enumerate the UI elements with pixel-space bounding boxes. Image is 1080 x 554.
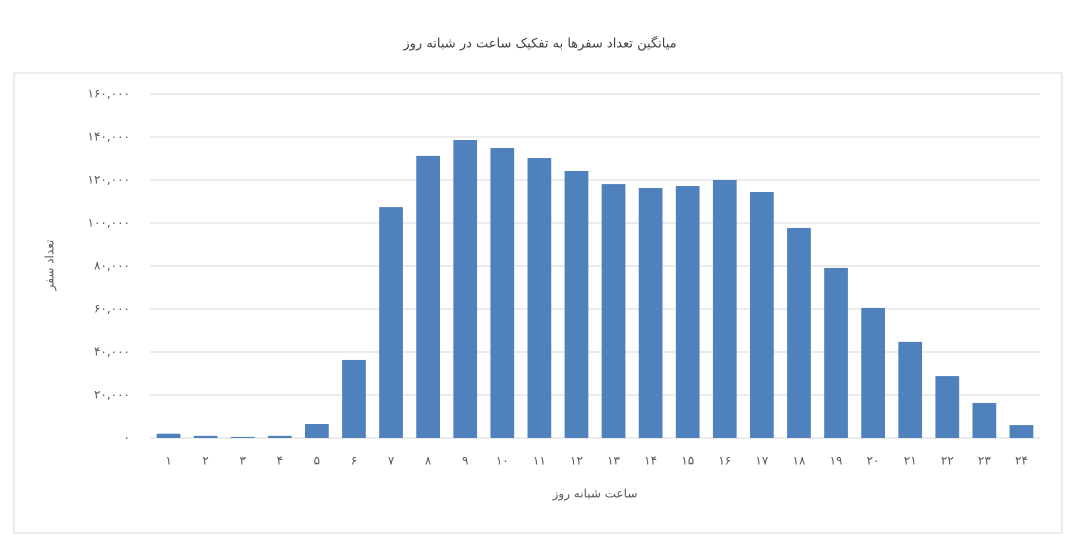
y-tick-label: ۱۴۰,۰۰۰ xyxy=(88,130,131,144)
y-tick-label: ۱۲۰,۰۰۰ xyxy=(88,173,131,187)
y-tick-label: ۴۰,۰۰۰ xyxy=(94,345,130,359)
x-tick-label: ۲۰ xyxy=(867,454,880,468)
x-tick-label: ۸ xyxy=(425,454,432,468)
bar xyxy=(675,186,700,438)
x-tick-label: ۲ xyxy=(202,454,208,468)
x-tick-label: ۴ xyxy=(277,454,283,468)
x-tick-label: ۱۶ xyxy=(718,454,731,468)
x-tick-label: ۵ xyxy=(314,454,320,468)
x-tick-label: ۱۱ xyxy=(533,454,546,468)
bar xyxy=(824,267,848,438)
bar xyxy=(453,140,478,438)
x-tick-label: ۱۰ xyxy=(496,454,509,468)
y-tick-label: ۲۰,۰۰۰ xyxy=(94,388,130,402)
x-tick-label: ۱۴ xyxy=(644,454,657,468)
bar xyxy=(305,424,329,438)
x-tick-label: ۳ xyxy=(239,454,246,468)
bar xyxy=(935,376,960,438)
bar xyxy=(787,227,811,438)
y-axis-title: تعداد سفر xyxy=(43,240,58,292)
bar xyxy=(750,192,774,438)
bar xyxy=(267,435,292,438)
x-tick-label: ۱۳ xyxy=(607,454,620,468)
x-tick-label: ۶ xyxy=(351,454,357,468)
x-axis-title: ساعت شبانه روز xyxy=(552,487,638,502)
x-tick-label: ۹ xyxy=(462,454,468,468)
bar xyxy=(601,184,626,438)
x-tick-label: ۱۷ xyxy=(755,454,768,468)
bar xyxy=(156,433,181,438)
bar xyxy=(416,155,440,439)
x-tick-label: ۲۴ xyxy=(1015,454,1028,468)
x-tick-label: ۱۵ xyxy=(681,454,694,468)
bar xyxy=(564,170,589,438)
x-tick-label: ۱۹ xyxy=(830,454,843,468)
bar xyxy=(230,436,255,438)
x-tick-label: ۲۳ xyxy=(978,454,991,468)
bar xyxy=(527,158,552,438)
bar xyxy=(712,180,737,438)
y-tick-label: ۸۰,۰۰۰ xyxy=(94,259,130,273)
y-tick-label: ۰ xyxy=(124,431,130,445)
chart-title: میانگین تعداد سفرها به تفکیک ساعت در شبا… xyxy=(402,36,676,52)
x-tick-label: ۲۱ xyxy=(904,454,917,468)
x-tick-label: ۱۲ xyxy=(570,454,583,468)
bar xyxy=(898,341,923,438)
y-tick-label: ۶۰,۰۰۰ xyxy=(94,302,130,316)
bar xyxy=(972,402,997,438)
x-tick-label: ۲۲ xyxy=(941,454,954,468)
y-tick-label: ۱۰۰,۰۰۰ xyxy=(88,216,131,230)
bar xyxy=(193,435,218,438)
x-tick-label: ۷ xyxy=(388,454,395,468)
bar xyxy=(1009,425,1034,438)
x-tick-label: ۱۸ xyxy=(793,454,806,468)
bar xyxy=(861,307,885,438)
bar xyxy=(638,187,663,438)
bar xyxy=(342,359,366,438)
chart-frame xyxy=(13,72,1063,534)
x-tick-label: ۱ xyxy=(165,454,171,468)
bar xyxy=(490,147,515,438)
bar xyxy=(379,207,403,438)
y-tick-label: ۱۶۰,۰۰۰ xyxy=(88,87,131,101)
